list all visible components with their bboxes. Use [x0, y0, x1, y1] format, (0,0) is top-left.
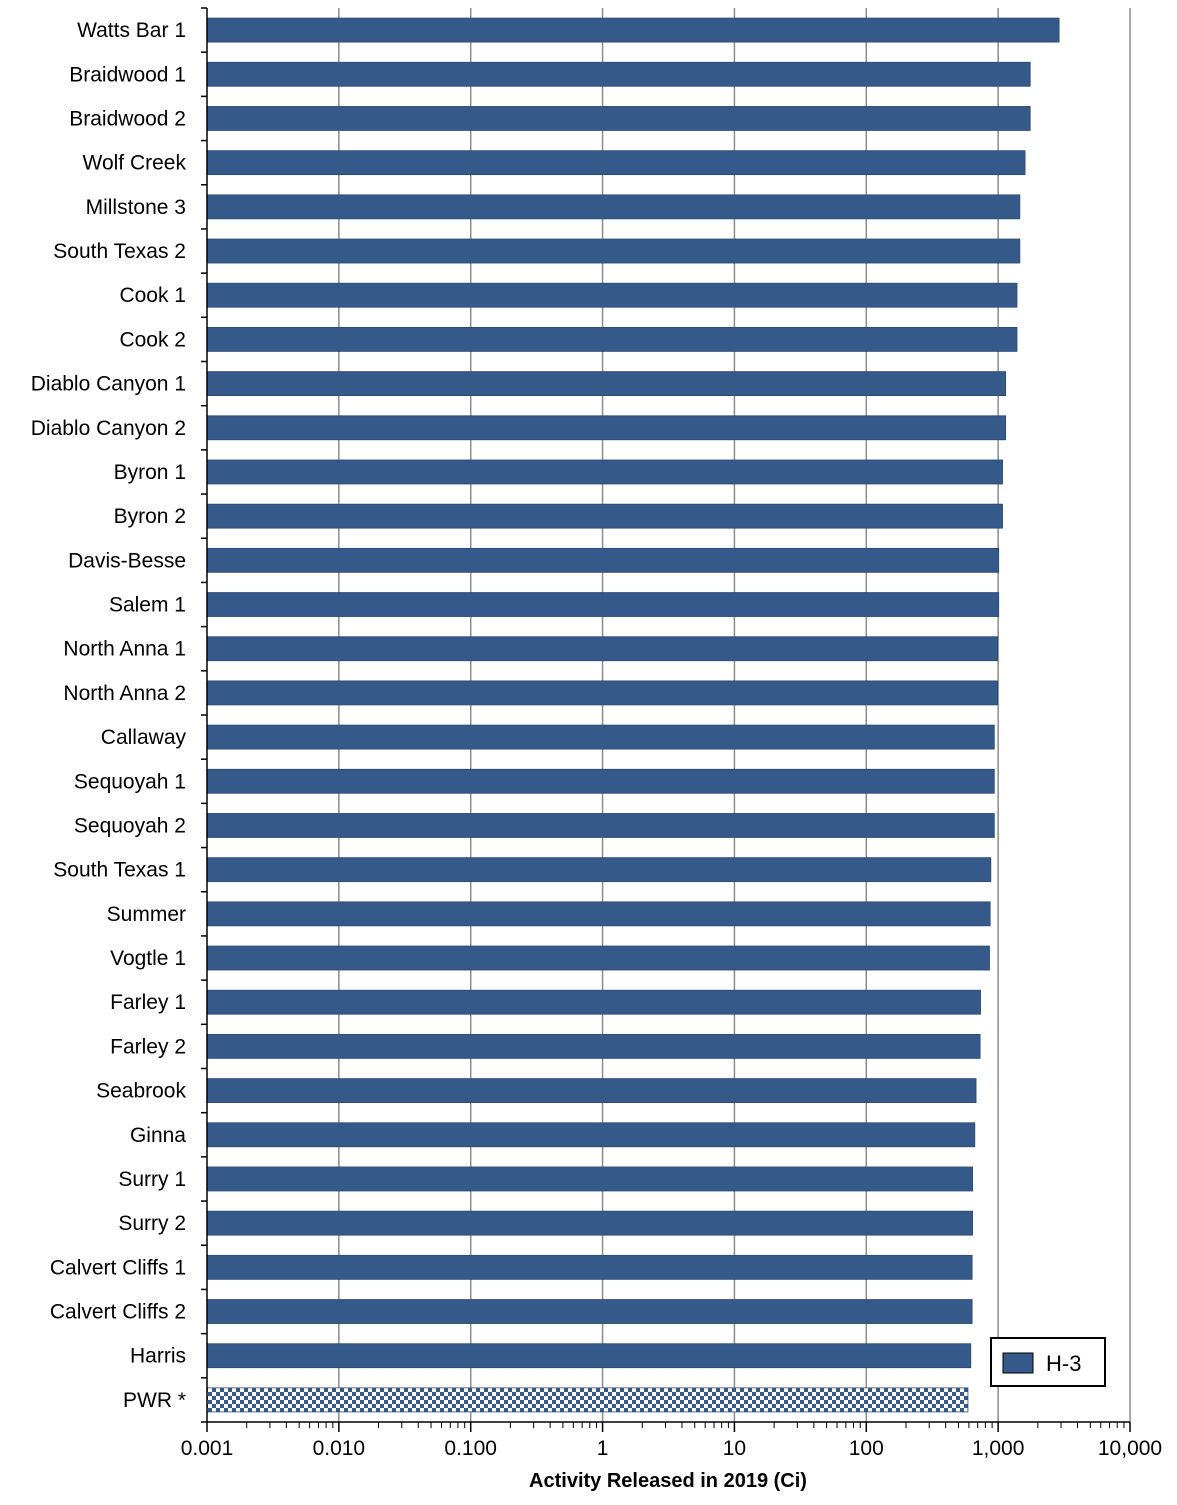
bar-cook-2	[206, 327, 1018, 352]
bar-byron-1	[206, 459, 1003, 485]
bar-cook-1	[206, 282, 1018, 308]
bar-north-anna-1	[206, 636, 998, 662]
bar-callaway	[206, 724, 995, 750]
y-tick-label: Surry 2	[118, 1212, 186, 1235]
bar-pwr	[206, 1387, 969, 1413]
bar-farley-2	[206, 1034, 981, 1059]
bars	[206, 17, 1060, 1413]
bar-summer	[206, 901, 991, 927]
y-tick-label: Salem 1	[109, 594, 186, 617]
y-tick-label: Diablo Canyon 1	[31, 373, 186, 396]
legend: H-3	[990, 1337, 1106, 1387]
bar-braidwood-2	[206, 106, 1031, 131]
bar-sequoyah-2	[206, 813, 995, 838]
bar-salem-1	[206, 592, 1000, 617]
y-tick-label: Farley 1	[110, 991, 186, 1014]
y-tick-label: Surry 1	[118, 1168, 186, 1191]
bar-wolf-creek	[206, 150, 1026, 176]
y-tick-label: Farley 2	[110, 1035, 186, 1058]
labels: Watts Bar 1 Braidwood 1 Braidwood 2 Wolf Cr…	[31, 19, 1162, 1460]
y-tick-label: Millstone 3	[86, 196, 186, 219]
y-tick-label: Vogtle 1	[110, 947, 186, 970]
y-tick-label: North Anna 1	[63, 638, 186, 661]
x-tick-label: 100	[849, 1437, 884, 1460]
bar-braidwood-1	[206, 61, 1031, 87]
y-tick-label: Sequoyah 1	[74, 770, 186, 793]
y-tick-label: Byron 2	[114, 505, 186, 528]
y-tick-label: South Texas 2	[53, 240, 186, 263]
bar-davis-besse	[206, 547, 1000, 573]
bar-vogtle-1	[206, 945, 990, 971]
bar-north-anna-2	[206, 680, 998, 706]
bar-surry-2	[206, 1210, 973, 1236]
bar-diablo-canyon-1	[206, 371, 1007, 396]
y-tick-label: Seabrook	[96, 1080, 186, 1103]
x-tick-label: 10,000	[1098, 1437, 1162, 1460]
y-tick-label: PWR *	[123, 1389, 186, 1412]
legend-box	[990, 1337, 1106, 1387]
y-tick-label: Callaway	[101, 726, 187, 749]
bar-south-texas-1	[206, 857, 992, 883]
bar-sequoyah-1	[206, 768, 995, 794]
x-tick-label: 1,000	[972, 1437, 1025, 1460]
bar-millstone-3	[206, 194, 1021, 220]
gridlines	[338, 8, 1131, 1422]
y-tick-label: Davis-Besse	[68, 549, 186, 572]
x-tick-label: 0.100	[444, 1437, 497, 1460]
y-tick-label: North Anna 2	[63, 682, 186, 705]
x-axis-title: Activity Released in 2019 (Ci)	[529, 1470, 807, 1492]
bar-watts-bar-1	[206, 17, 1060, 43]
y-tick-label: Cook 1	[119, 284, 186, 307]
y-tick-label: Cook 2	[119, 328, 186, 351]
y-tick-label: Watts Bar 1	[77, 19, 186, 42]
y-tick-label: Sequoyah 2	[74, 814, 186, 837]
bar-farley-1	[206, 989, 981, 1015]
bar-harris	[206, 1343, 972, 1369]
bar-calvert-cliffs-1	[206, 1254, 973, 1280]
x-tick-label: 0.001	[181, 1437, 234, 1460]
bar-seabrook	[206, 1078, 977, 1103]
y-tick-label: Braidwood 2	[69, 107, 186, 130]
x-tick-label: 1	[597, 1437, 609, 1460]
legend-label: H-3	[1046, 1351, 1081, 1376]
y-tick-label: Wolf Creek	[83, 152, 187, 175]
y-tick-label: Braidwood 1	[69, 63, 186, 86]
bar-ginna	[206, 1122, 976, 1148]
y-tick-label: Diablo Canyon 2	[31, 417, 186, 440]
bar-calvert-cliffs-2	[206, 1299, 973, 1324]
legend-swatch	[1002, 1352, 1034, 1374]
y-tick-label: South Texas 1	[53, 859, 186, 882]
axes	[201, 7, 1131, 1432]
bar-byron-2	[206, 503, 1003, 529]
y-tick-label: Summer	[107, 903, 186, 926]
x-tick-label: 0.010	[313, 1437, 366, 1460]
y-tick-label: Ginna	[130, 1124, 186, 1147]
y-tick-label: Harris	[130, 1345, 186, 1368]
y-tick-label: Byron 1	[114, 461, 186, 484]
y-tick-label: Calvert Cliffs 2	[50, 1301, 186, 1324]
bar-south-texas-2	[206, 238, 1021, 264]
x-tick-label: 10	[723, 1437, 746, 1460]
bar-surry-1	[206, 1166, 973, 1192]
y-tick-label: Calvert Cliffs 1	[50, 1256, 186, 1279]
bar-diablo-canyon-2	[206, 415, 1007, 441]
